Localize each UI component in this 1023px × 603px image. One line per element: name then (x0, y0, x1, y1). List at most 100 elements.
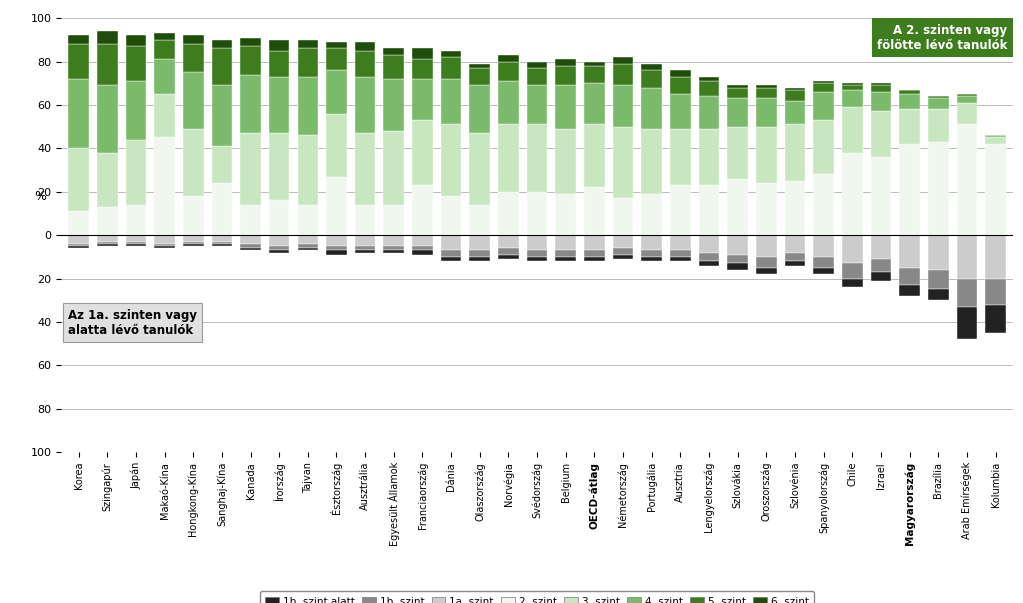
Bar (985, 135, 1006, 137)
Bar (842, 153, 862, 235)
Bar (384, 246, 404, 250)
Bar (470, 257, 490, 261)
Bar (384, 131, 404, 205)
Bar (641, 194, 662, 235)
Bar (985, 144, 1006, 235)
Bar (384, 235, 404, 246)
Bar (298, 48, 318, 77)
Bar (69, 148, 89, 211)
Bar (899, 109, 920, 144)
Bar (928, 235, 948, 270)
Bar (756, 86, 776, 87)
Bar (899, 268, 920, 285)
Bar (355, 246, 375, 250)
Bar (212, 40, 232, 48)
Bar (298, 244, 318, 248)
Bar (813, 92, 834, 120)
Bar (613, 57, 633, 64)
Bar (355, 42, 375, 51)
Bar (871, 157, 891, 235)
Bar (727, 127, 748, 178)
Bar (670, 77, 691, 94)
Bar (183, 242, 204, 244)
Bar (613, 86, 633, 127)
Bar (641, 64, 662, 70)
Bar (441, 124, 461, 196)
Bar (584, 188, 605, 235)
Bar (326, 48, 347, 70)
Bar (183, 72, 204, 129)
Bar (928, 109, 948, 142)
Bar (498, 235, 519, 248)
Bar (699, 77, 719, 81)
Bar (957, 235, 977, 279)
Bar (326, 177, 347, 235)
Bar (183, 36, 204, 44)
Bar (641, 257, 662, 261)
Bar (355, 205, 375, 235)
Bar (756, 183, 776, 235)
Bar (97, 235, 118, 242)
Bar (269, 246, 290, 250)
Bar (584, 235, 605, 250)
Bar (154, 40, 175, 59)
Bar (527, 250, 547, 257)
Bar (670, 235, 691, 250)
Bar (355, 235, 375, 246)
Bar (183, 44, 204, 72)
Bar (555, 250, 576, 257)
Bar (126, 46, 146, 81)
Bar (756, 268, 776, 274)
Bar (871, 83, 891, 86)
Bar (470, 235, 490, 250)
Bar (871, 92, 891, 112)
Bar (212, 242, 232, 244)
Bar (298, 77, 318, 135)
Bar (699, 253, 719, 261)
Bar (212, 86, 232, 146)
Bar (670, 94, 691, 129)
Bar (269, 250, 290, 253)
Bar (298, 40, 318, 48)
Bar (527, 124, 547, 192)
Bar (97, 244, 118, 246)
Bar (641, 250, 662, 257)
Bar (498, 55, 519, 62)
Bar (756, 257, 776, 268)
Bar (899, 235, 920, 268)
Bar (183, 235, 204, 242)
Bar (384, 250, 404, 253)
Bar (470, 64, 490, 68)
Bar (957, 307, 977, 339)
Bar (641, 129, 662, 194)
Bar (154, 33, 175, 40)
Bar (470, 133, 490, 205)
Bar (240, 46, 261, 75)
Bar (412, 79, 433, 120)
Bar (899, 144, 920, 235)
Bar (69, 235, 89, 244)
Bar (928, 270, 948, 289)
Bar (212, 244, 232, 246)
Bar (613, 127, 633, 198)
Bar (785, 101, 805, 124)
Bar (813, 120, 834, 174)
Bar (813, 235, 834, 257)
Bar (641, 87, 662, 129)
Bar (527, 62, 547, 68)
Y-axis label: %: % (35, 189, 46, 203)
Bar (154, 244, 175, 246)
Bar (584, 250, 605, 257)
Bar (584, 124, 605, 188)
Bar (412, 185, 433, 235)
Bar (613, 64, 633, 86)
Bar (527, 257, 547, 261)
Bar (69, 246, 89, 248)
Bar (813, 83, 834, 92)
Legend: 1b. szint alatt, 1b. szint, 1a. szint, 2. szint, 3. szint, 4. szint, 5. szint, 6: 1b. szint alatt, 1b. szint, 1a. szint, 2… (260, 592, 814, 603)
Bar (470, 68, 490, 86)
Bar (412, 250, 433, 254)
Bar (126, 81, 146, 140)
Bar (326, 246, 347, 250)
Bar (842, 279, 862, 287)
